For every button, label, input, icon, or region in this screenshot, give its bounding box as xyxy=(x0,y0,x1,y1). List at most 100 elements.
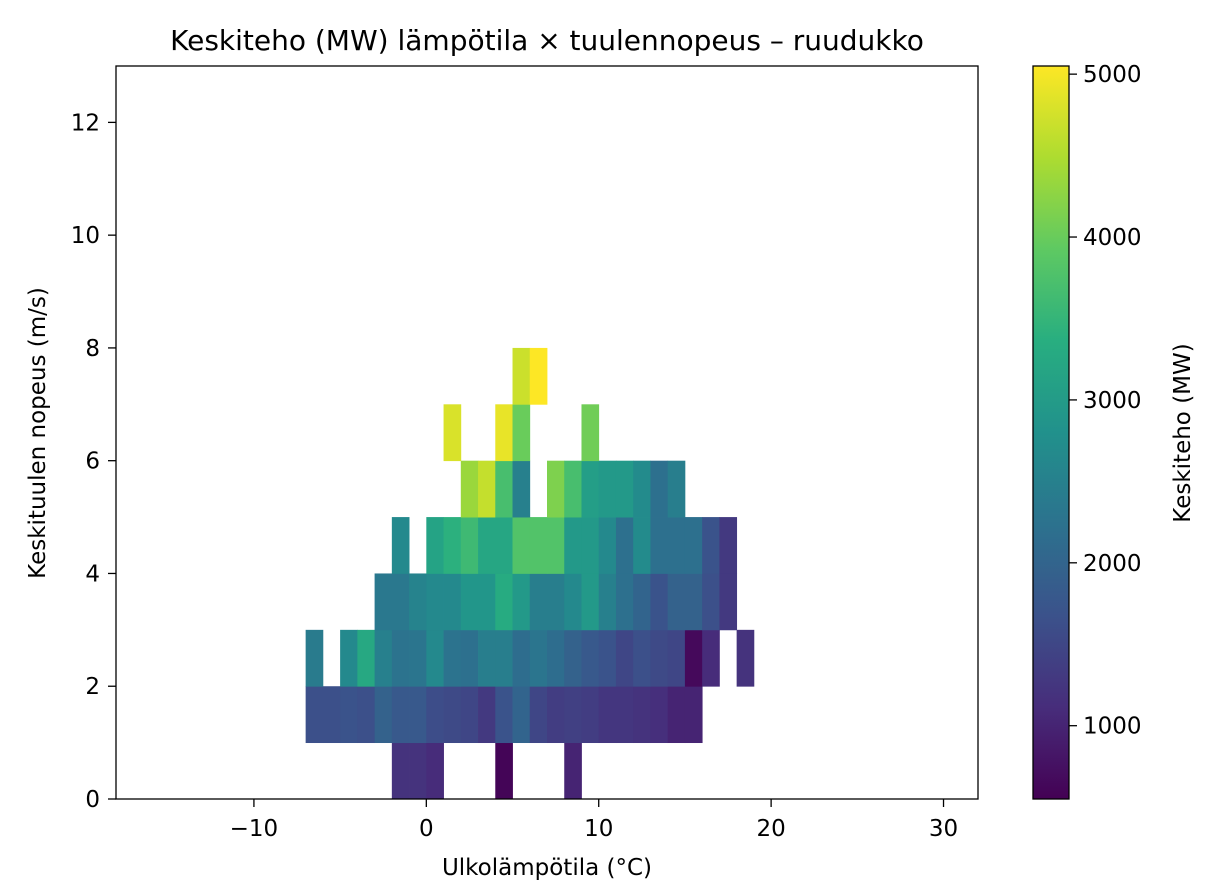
heatmap-cell xyxy=(409,686,427,744)
y-tick-label: 12 xyxy=(71,110,100,136)
y-tick-label: 8 xyxy=(85,336,100,362)
heatmap-cell xyxy=(495,460,513,518)
colorbar-tick-label: 1000 xyxy=(1083,714,1142,740)
heatmap-cell xyxy=(391,629,410,687)
heatmap-cell xyxy=(667,573,686,631)
heatmap-cell xyxy=(340,629,358,687)
heatmap-cell xyxy=(615,629,634,687)
heatmap-cell xyxy=(391,517,410,574)
heatmap-cell xyxy=(684,517,703,574)
x-tick-label: −10 xyxy=(230,816,279,842)
plot-frame xyxy=(115,65,979,800)
heatmap-cell xyxy=(512,460,531,518)
heatmap-cell xyxy=(650,517,669,574)
x-tick-label: 30 xyxy=(929,816,958,842)
heatmap-cell xyxy=(547,460,565,518)
heatmap-cell xyxy=(512,404,531,462)
heatmap-cell xyxy=(460,629,479,687)
heatmap-cell xyxy=(374,573,393,631)
heatmap-cell xyxy=(581,460,600,518)
heatmap-cell xyxy=(529,347,548,405)
heatmap-cell xyxy=(598,460,617,518)
heatmap-cell xyxy=(512,517,531,574)
heatmap-cell xyxy=(633,517,651,574)
y-tick-label: 2 xyxy=(85,674,100,700)
heatmap-cell xyxy=(495,517,513,574)
heatmap-cell xyxy=(633,460,651,518)
heatmap-cell xyxy=(529,686,548,744)
heatmap-cell xyxy=(598,517,617,574)
heatmap-cell xyxy=(443,573,462,631)
heatmap-cell xyxy=(391,573,410,631)
colorbar-tick-label: 2000 xyxy=(1083,551,1142,577)
heatmap-cell xyxy=(409,573,427,631)
heatmap-cell xyxy=(495,573,513,631)
heatmap-cell xyxy=(650,573,669,631)
heatmap-cell xyxy=(409,629,427,687)
y-tick-label: 6 xyxy=(85,449,100,475)
heatmap-cell xyxy=(305,629,324,687)
heatmap-cell xyxy=(529,629,548,687)
heatmap-cell xyxy=(443,686,462,744)
x-tick-label: 20 xyxy=(756,816,785,842)
heatmap-cell xyxy=(512,573,531,631)
heatmap-cell xyxy=(443,517,462,574)
heatmap-cell xyxy=(650,629,669,687)
heatmap-cell xyxy=(529,517,548,574)
heatmap-cell xyxy=(391,742,410,800)
heatmap-cell xyxy=(426,629,444,687)
heatmap-cell xyxy=(615,517,634,574)
heatmap-cell xyxy=(460,460,479,518)
colorbar-ticks: 1000 2000 3000 4000 5000 xyxy=(1069,62,1142,740)
heatmap-cell xyxy=(719,573,738,631)
heatmap-cell xyxy=(426,686,444,744)
heatmap-cells xyxy=(305,347,755,800)
heatmap-cell xyxy=(736,629,755,687)
heatmap-cell xyxy=(374,686,393,744)
heatmap-cell xyxy=(409,742,427,800)
heatmap-cell xyxy=(547,686,565,744)
heatmap-cell xyxy=(305,686,324,744)
heatmap-cell xyxy=(633,573,651,631)
heatmap-cell xyxy=(581,629,600,687)
heatmap-cell xyxy=(512,347,531,405)
colorbar xyxy=(1032,65,1070,800)
heatmap-cell xyxy=(684,686,703,744)
heatmap-cell xyxy=(357,686,375,744)
heatmap-cell xyxy=(357,629,375,687)
heatmap-cell xyxy=(615,460,634,518)
y-tick-label: 0 xyxy=(85,787,100,813)
heatmap-cell xyxy=(495,629,513,687)
heatmap-cell xyxy=(564,573,582,631)
heatmap-cell xyxy=(633,629,651,687)
heatmap-cell xyxy=(702,629,720,687)
heatmap-cell xyxy=(650,460,669,518)
y-axis-ticks: 0 2 4 6 8 10 12 xyxy=(71,110,116,813)
y-tick-label: 4 xyxy=(85,561,100,587)
heatmap-cell xyxy=(564,742,582,800)
chart-title: Keskiteho (MW) lämpötila × tuulennopeus … xyxy=(170,24,924,57)
x-axis-ticks: −10 0 10 20 30 xyxy=(230,799,958,842)
heatmap-cell xyxy=(564,460,582,518)
heatmap-cell xyxy=(495,742,513,800)
heatmap-cell xyxy=(547,573,565,631)
heatmap-cell xyxy=(460,686,479,744)
heatmap-cell xyxy=(667,460,686,518)
heatmap-cell xyxy=(426,742,444,800)
heatmap-cell xyxy=(529,573,548,631)
x-axis-label: Ulkolämpötila (°C) xyxy=(442,855,652,881)
heatmap-cell xyxy=(581,404,600,462)
heatmap-cell xyxy=(598,629,617,687)
heatmap-cell xyxy=(667,517,686,574)
heatmap-cell xyxy=(667,686,686,744)
heatmap-cell xyxy=(460,573,479,631)
heatmap-cell xyxy=(478,517,496,574)
x-tick-label: 10 xyxy=(584,816,613,842)
heatmap-cell xyxy=(340,686,358,744)
x-tick-label: 0 xyxy=(419,816,434,842)
heatmap-cell xyxy=(547,629,565,687)
heatmap-cell xyxy=(495,686,513,744)
heatmap-cell xyxy=(702,573,720,631)
heatmap-cell xyxy=(443,404,462,462)
heatmap-cell xyxy=(426,573,444,631)
